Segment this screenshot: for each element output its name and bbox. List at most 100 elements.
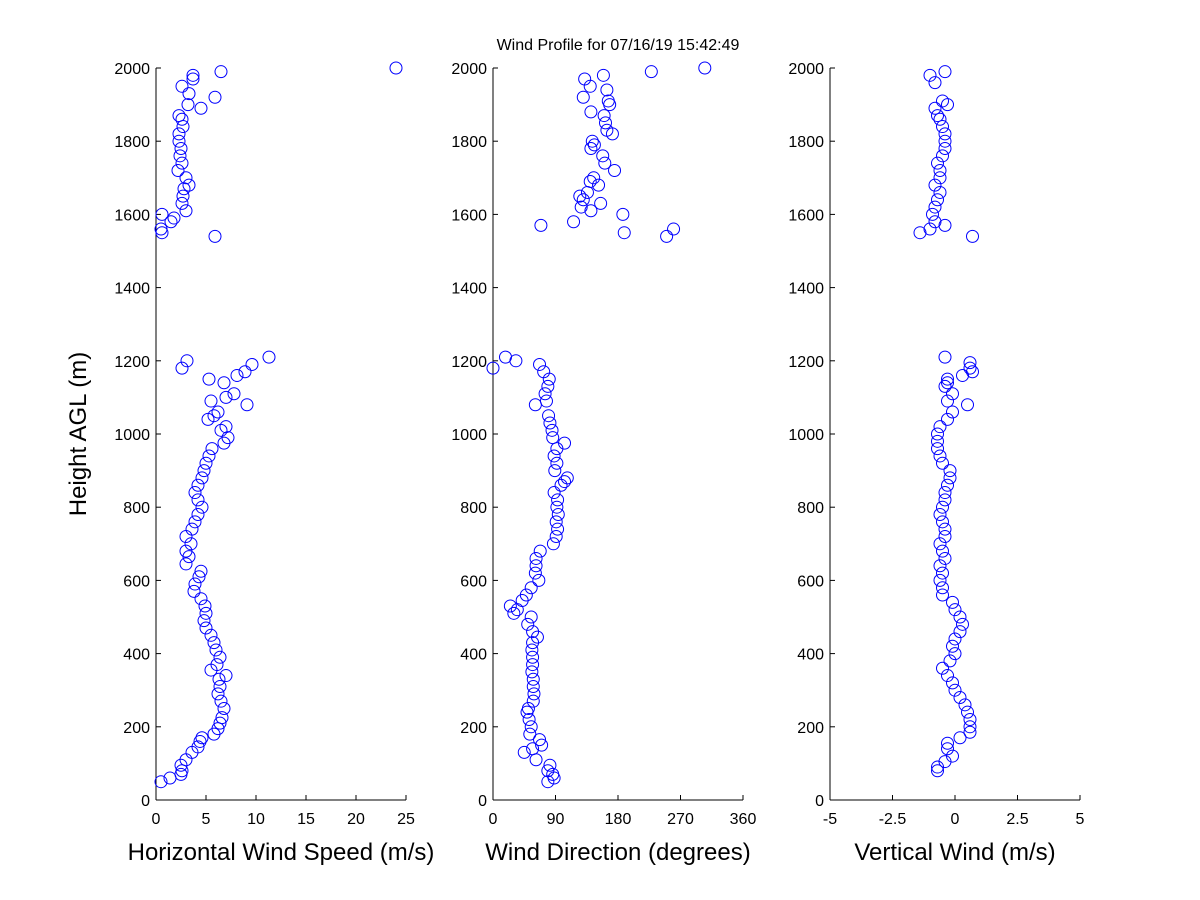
point xyxy=(592,178,606,192)
x-tick-label: 0 xyxy=(951,811,960,828)
point xyxy=(209,643,223,657)
point xyxy=(938,529,952,543)
point xyxy=(537,365,551,379)
point xyxy=(199,621,213,635)
point xyxy=(667,222,681,236)
x-tick-label: 0 xyxy=(489,811,498,828)
point xyxy=(608,163,622,177)
point xyxy=(207,636,221,650)
x-tick-label: -2.5 xyxy=(879,811,907,828)
point xyxy=(524,610,538,624)
point xyxy=(600,123,614,137)
point xyxy=(213,716,227,730)
point xyxy=(191,740,205,754)
point xyxy=(240,398,254,412)
y-tick-label: 1200 xyxy=(451,354,487,371)
point xyxy=(943,471,957,485)
point xyxy=(525,643,539,657)
y-tick-label: 800 xyxy=(460,500,487,517)
point xyxy=(507,606,521,620)
point xyxy=(601,94,615,108)
point xyxy=(194,592,208,606)
point xyxy=(936,94,949,108)
y-tick-label: 1400 xyxy=(451,281,487,298)
point xyxy=(933,171,947,185)
x-tick-label: 0 xyxy=(152,811,161,828)
point xyxy=(576,90,590,104)
point xyxy=(933,420,947,434)
point xyxy=(195,500,209,514)
point xyxy=(558,475,572,489)
point xyxy=(208,90,222,104)
y-tick-label: 1800 xyxy=(788,134,824,151)
point xyxy=(551,508,565,522)
point xyxy=(938,134,952,148)
y-tick-label: 200 xyxy=(460,720,487,737)
point xyxy=(573,189,587,203)
point xyxy=(198,599,212,613)
point xyxy=(913,226,927,240)
point xyxy=(966,229,979,243)
point xyxy=(931,193,944,207)
y-tick-label: 1000 xyxy=(451,427,487,444)
y-tick-label: 600 xyxy=(460,573,487,590)
point xyxy=(956,617,969,631)
point xyxy=(517,745,531,759)
point xyxy=(941,394,954,408)
point xyxy=(186,72,200,86)
point xyxy=(219,669,233,683)
y-tick-label: 0 xyxy=(478,793,487,810)
point xyxy=(191,478,205,492)
point xyxy=(946,749,959,763)
point xyxy=(521,702,535,715)
point xyxy=(936,500,949,514)
point xyxy=(936,566,949,580)
point xyxy=(541,775,555,789)
point xyxy=(948,683,962,697)
point xyxy=(526,658,540,672)
point xyxy=(943,654,957,668)
point xyxy=(179,204,193,218)
y-tick-label: 800 xyxy=(797,500,824,517)
point xyxy=(958,698,972,712)
point xyxy=(926,207,939,221)
point xyxy=(535,738,549,752)
point xyxy=(584,142,598,156)
point xyxy=(598,156,612,170)
point xyxy=(644,65,658,79)
point xyxy=(533,357,547,371)
point xyxy=(205,442,219,456)
point xyxy=(946,387,959,401)
point xyxy=(567,215,581,229)
x-tick-label: 5 xyxy=(1076,811,1085,828)
point xyxy=(928,215,942,229)
point xyxy=(197,614,211,628)
point xyxy=(941,742,954,756)
y-tick-label: 1200 xyxy=(114,354,150,371)
point xyxy=(941,736,954,750)
point xyxy=(526,680,540,694)
y-tick-label: 400 xyxy=(123,647,150,664)
point xyxy=(529,551,543,565)
y-tick-label: 2000 xyxy=(114,61,150,78)
point xyxy=(211,687,225,701)
point xyxy=(188,577,202,591)
point xyxy=(938,65,952,79)
point xyxy=(933,559,947,573)
point xyxy=(938,493,952,507)
point xyxy=(245,357,259,371)
point xyxy=(551,522,565,536)
point xyxy=(596,68,610,82)
point xyxy=(221,431,235,445)
point xyxy=(548,464,562,478)
point xyxy=(175,196,189,210)
point xyxy=(953,610,967,624)
point xyxy=(182,178,196,192)
point xyxy=(188,486,202,500)
y-tick-label: 1000 xyxy=(788,427,824,444)
point xyxy=(953,625,967,639)
point xyxy=(963,712,977,726)
point xyxy=(529,559,543,573)
point xyxy=(931,156,944,170)
point xyxy=(545,423,559,437)
